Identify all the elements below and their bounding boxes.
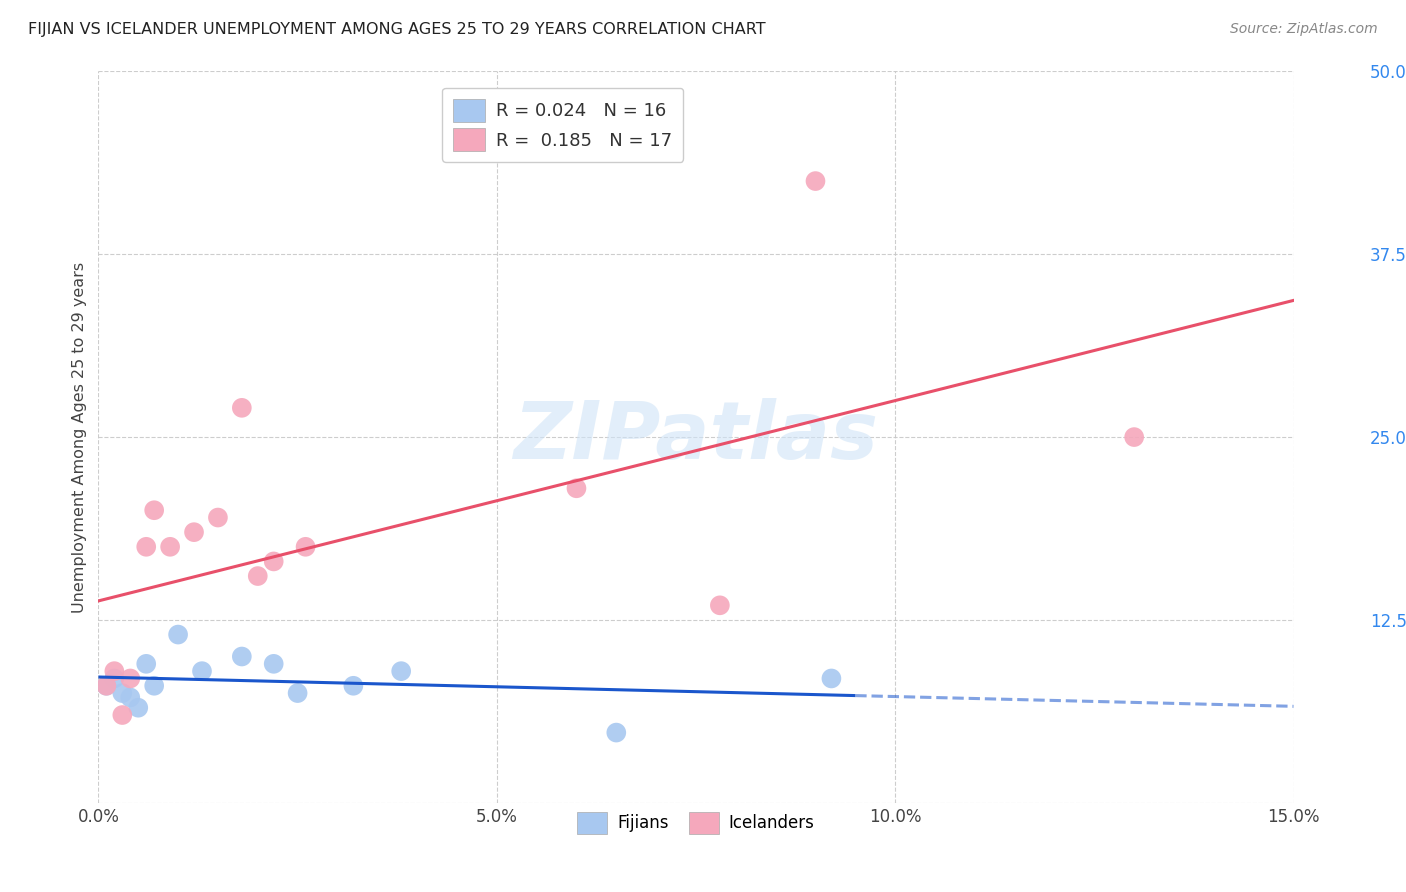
- Point: [96, 679, 118, 693]
- Point: [263, 657, 285, 671]
- Point: [231, 401, 253, 415]
- Point: [820, 672, 842, 686]
- Y-axis label: Unemployment Among Ages 25 to 29 years: Unemployment Among Ages 25 to 29 years: [72, 261, 87, 613]
- Point: [120, 690, 142, 705]
- Point: [120, 672, 142, 686]
- Point: [246, 569, 269, 583]
- Point: [294, 540, 316, 554]
- Point: [135, 657, 157, 671]
- Text: FIJIAN VS ICELANDER UNEMPLOYMENT AMONG AGES 25 TO 29 YEARS CORRELATION CHART: FIJIAN VS ICELANDER UNEMPLOYMENT AMONG A…: [28, 22, 766, 37]
- Text: Source: ZipAtlas.com: Source: ZipAtlas.com: [1230, 22, 1378, 37]
- Point: [231, 649, 253, 664]
- Point: [263, 554, 285, 568]
- Point: [167, 627, 190, 641]
- Point: [127, 700, 149, 714]
- Point: [565, 481, 588, 495]
- Point: [191, 664, 214, 678]
- Point: [111, 708, 134, 723]
- Text: ZIPatlas: ZIPatlas: [513, 398, 879, 476]
- Point: [389, 664, 412, 678]
- Point: [103, 672, 125, 686]
- Point: [96, 679, 118, 693]
- Point: [143, 679, 166, 693]
- Point: [103, 664, 125, 678]
- Point: [135, 540, 157, 554]
- Point: [143, 503, 166, 517]
- Point: [1123, 430, 1146, 444]
- Point: [605, 725, 627, 739]
- Point: [183, 525, 205, 540]
- Point: [709, 599, 731, 613]
- Point: [207, 510, 229, 524]
- Point: [159, 540, 181, 554]
- Point: [287, 686, 309, 700]
- Legend: Fijians, Icelanders: Fijians, Icelanders: [569, 804, 823, 842]
- Point: [111, 686, 134, 700]
- Point: [342, 679, 364, 693]
- Point: [804, 174, 827, 188]
